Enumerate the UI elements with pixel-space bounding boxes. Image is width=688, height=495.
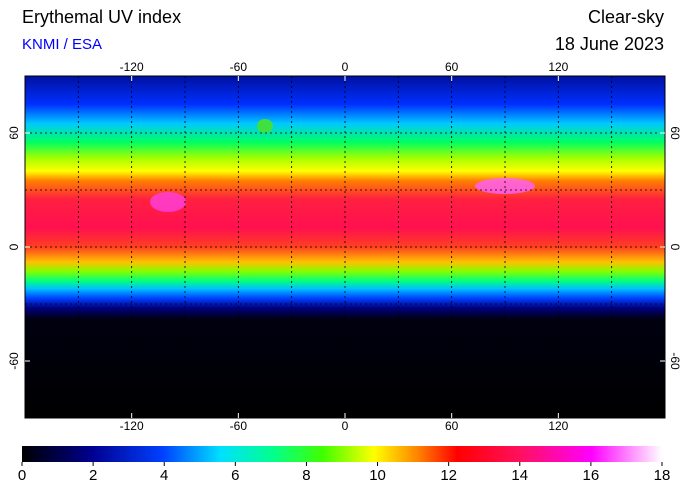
date: 18 June 2023 — [555, 34, 664, 54]
x-tick-label: -120 — [120, 60, 144, 74]
x-tick-label: -60 — [230, 60, 248, 74]
x-tick-label: 0 — [342, 60, 349, 74]
greenland-tip — [257, 119, 273, 133]
subtitle: KNMI / ESA — [22, 36, 102, 53]
colorbar-tick-label: 18 — [654, 467, 671, 484]
colorbar-tick-label: 12 — [440, 467, 457, 484]
x-tick-label: 120 — [548, 419, 568, 433]
x-tick-label: 0 — [342, 419, 349, 433]
y-tick-label: 0 — [7, 243, 21, 250]
y-tick-label: 60 — [7, 126, 21, 140]
colorbar-tick-label: 6 — [231, 467, 239, 484]
colorbar-tick-label: 16 — [583, 467, 600, 484]
grid — [25, 76, 665, 418]
condition: Clear-sky — [588, 7, 664, 27]
y-tick-label: 0 — [668, 244, 682, 251]
y-tick-label: 60 — [668, 126, 682, 140]
colorbar-tick-label: 10 — [369, 467, 386, 484]
x-tick-label: 60 — [445, 419, 459, 433]
colorbar-tick-label: 2 — [89, 467, 97, 484]
x-tick-label: 60 — [445, 60, 459, 74]
uv-peak — [150, 192, 186, 212]
colorbar-tick-label: 0 — [18, 467, 26, 484]
x-tick-label: -60 — [230, 419, 248, 433]
x-tick-label: -120 — [120, 419, 144, 433]
title: Erythemal UV index — [22, 7, 181, 27]
colorbar-tick-label: 14 — [511, 467, 528, 484]
colorbar — [22, 446, 662, 462]
x-tick-label: 120 — [548, 60, 568, 74]
y-tick-label: -60 — [668, 352, 682, 370]
y-tick-label: -60 — [7, 352, 21, 370]
colorbar-tick-label: 4 — [160, 467, 168, 484]
colorbar-tick-label: 8 — [302, 467, 310, 484]
